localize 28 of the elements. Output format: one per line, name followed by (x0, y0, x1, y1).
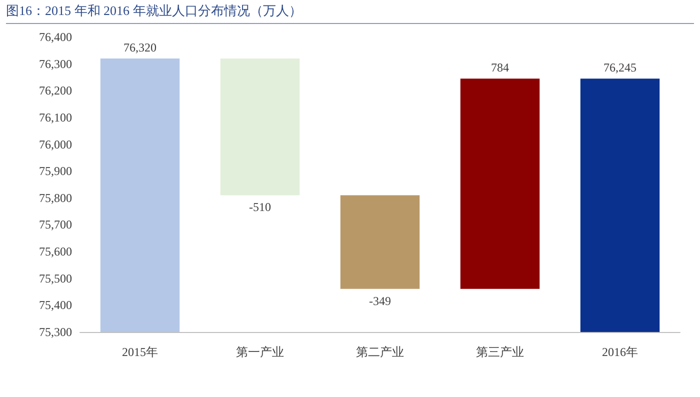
y-tick-label: 76,400 (39, 30, 72, 44)
x-tick-label: 第二产业 (356, 345, 404, 359)
y-tick-label: 75,500 (39, 271, 72, 286)
data-label: 76,320 (124, 40, 156, 54)
y-tick-label: 75,700 (39, 218, 72, 232)
x-tick-label: 第一产业 (236, 345, 284, 359)
y-tick-label: 76,100 (39, 110, 72, 124)
y-tick-label: 75,800 (39, 190, 72, 205)
y-tick-label: 76,000 (39, 137, 72, 152)
bar (220, 58, 300, 196)
chart-title: 图16：2015 年和 2016 年就业人口分布情况（万人） (6, 2, 694, 24)
y-tick-label: 75,300 (39, 325, 72, 339)
y-tick-label: 75,900 (39, 164, 72, 178)
y-tick-label: 75,600 (39, 244, 72, 259)
x-tick-label: 2016年 (602, 345, 638, 359)
data-label: -510 (249, 200, 271, 214)
bar (580, 78, 660, 332)
bar (460, 78, 540, 289)
x-tick-label: 2015年 (122, 345, 158, 359)
y-tick-label: 76,200 (39, 84, 72, 98)
y-tick-label: 76,300 (39, 56, 72, 71)
data-label: 76,245 (604, 60, 636, 75)
x-tick-label: 第三产业 (476, 345, 524, 359)
bar (340, 195, 420, 289)
data-label: -349 (369, 294, 391, 308)
bar (100, 58, 180, 332)
data-label: 784 (491, 60, 509, 75)
y-tick-label: 75,400 (39, 298, 72, 312)
